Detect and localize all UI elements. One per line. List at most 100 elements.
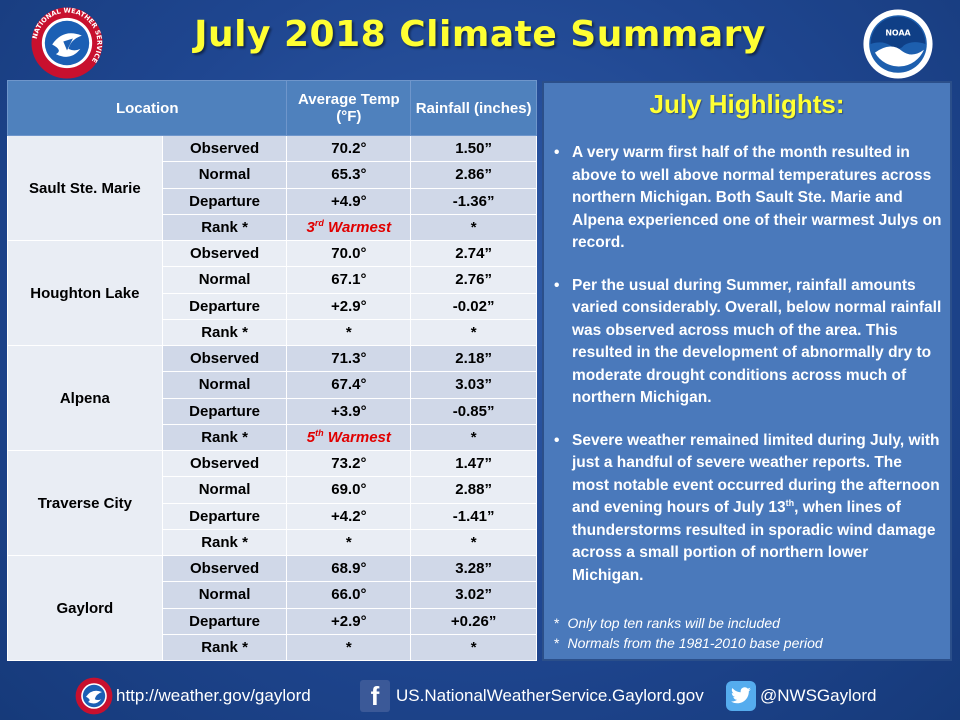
location-name: Sault Ste. Marie (8, 136, 163, 241)
website-link[interactable]: http://weather.gov/gaylord (72, 676, 311, 716)
row-label: Observed (162, 346, 287, 372)
rain-cell: 2.88” (411, 477, 537, 503)
location-name: Traverse City (8, 451, 163, 556)
rain-cell: -0.02” (411, 293, 537, 319)
temp-cell: +3.9° (287, 398, 411, 424)
highlight-item: Per the usual during Summer, rainfall am… (544, 275, 950, 410)
row-label: Rank * (162, 529, 287, 555)
row-label: Normal (162, 372, 287, 398)
rank-number: 5 (307, 429, 315, 446)
asterisk: * (554, 635, 559, 651)
row-label: Observed (162, 136, 287, 162)
location-name: Houghton Lake (8, 241, 163, 346)
table-row: Traverse City Observed 73.2° 1.47” (8, 451, 537, 477)
row-label: Rank * (162, 319, 287, 345)
row-label: Normal (162, 477, 287, 503)
location-name: Gaylord (8, 556, 163, 661)
row-label: Departure (162, 188, 287, 214)
rain-cell: * (411, 214, 537, 240)
temp-cell: * (287, 319, 411, 345)
rain-cell: 1.47” (411, 451, 537, 477)
rain-cell: -1.36” (411, 188, 537, 214)
footnote-text: Normals from the 1981-2010 base period (567, 635, 822, 651)
footer: http://weather.gov/gaylord f US.National… (0, 676, 960, 716)
row-label: Departure (162, 293, 287, 319)
asterisk: * (554, 615, 559, 631)
table-row: Gaylord Observed 68.9° 3.28” (8, 556, 537, 582)
temp-cell: 65.3° (287, 162, 411, 188)
row-label: Normal (162, 162, 287, 188)
footnote: * Normals from the 1981-2010 base period (554, 633, 823, 653)
rain-cell: -1.41” (411, 503, 537, 529)
temp-cell: +4.9° (287, 188, 411, 214)
rain-cell: 2.76” (411, 267, 537, 293)
twitter-link[interactable]: @NWSGaylord (726, 676, 876, 716)
rain-cell: * (411, 424, 537, 450)
rank-text: Warmest (324, 219, 391, 236)
temp-cell: +2.9° (287, 608, 411, 634)
row-label: Rank * (162, 214, 287, 240)
header-rainfall: Rainfall (inches) (411, 81, 537, 136)
row-label: Rank * (162, 424, 287, 450)
rank-cell: 3rd Warmest (287, 214, 411, 240)
temp-cell: 73.2° (287, 451, 411, 477)
temp-cell: 67.1° (287, 267, 411, 293)
date-suffix: th (786, 498, 795, 508)
row-label: Rank * (162, 634, 287, 660)
website-text: http://weather.gov/gaylord (116, 686, 311, 706)
temp-cell: * (287, 529, 411, 555)
highlights-title: July Highlights: (544, 89, 950, 120)
table-row: Sault Ste. Marie Observed 70.2° 1.50” (8, 136, 537, 162)
twitter-icon (726, 681, 756, 711)
temp-cell: 70.2° (287, 136, 411, 162)
rain-cell: -0.85” (411, 398, 537, 424)
location-name: Alpena (8, 346, 163, 451)
row-label: Observed (162, 451, 287, 477)
temp-cell: 67.4° (287, 372, 411, 398)
rank-suffix: th (315, 428, 324, 438)
rain-cell: 3.03” (411, 372, 537, 398)
rain-cell: * (411, 319, 537, 345)
highlight-item: A very warm first half of the month resu… (544, 142, 950, 255)
footnote: * Only top ten ranks will be included (554, 613, 823, 633)
temp-cell: 70.0° (287, 241, 411, 267)
rain-cell: 1.50” (411, 136, 537, 162)
highlights-list: A very warm first half of the month resu… (544, 142, 950, 587)
rain-cell: +0.26” (411, 608, 537, 634)
table-row: Alpena Observed 71.3° 2.18” (8, 346, 537, 372)
rain-cell: 2.86” (411, 162, 537, 188)
header-avg-temp: Average Temp (°F) (287, 81, 411, 136)
facebook-icon: f (360, 680, 390, 712)
twitter-text: @NWSGaylord (760, 686, 876, 706)
table-header-row: Location Average Temp (°F) Rainfall (inc… (8, 81, 537, 136)
rain-cell: * (411, 529, 537, 555)
rain-cell: 3.28” (411, 556, 537, 582)
row-label: Departure (162, 608, 287, 634)
temp-cell: 71.3° (287, 346, 411, 372)
facebook-text: US.NationalWeatherService.Gaylord.gov (396, 686, 704, 706)
nws-small-logo-icon (72, 676, 116, 716)
temp-cell: 69.0° (287, 477, 411, 503)
row-label: Normal (162, 582, 287, 608)
row-label: Departure (162, 503, 287, 529)
rank-suffix: rd (315, 218, 324, 228)
temp-cell: 66.0° (287, 582, 411, 608)
rank-text: Warmest (324, 429, 391, 446)
highlight-item: Severe weather remained limited during J… (544, 430, 950, 588)
table-row: Houghton Lake Observed 70.0° 2.74” (8, 241, 537, 267)
page-title: July 2018 Climate Summary (0, 14, 960, 55)
temp-cell: * (287, 634, 411, 660)
row-label: Observed (162, 556, 287, 582)
temp-cell: +4.2° (287, 503, 411, 529)
row-label: Normal (162, 267, 287, 293)
rain-cell: * (411, 634, 537, 660)
facebook-link[interactable]: f US.NationalWeatherService.Gaylord.gov (360, 676, 704, 716)
footnote-text: Only top ten ranks will be included (567, 615, 779, 631)
temp-cell: 68.9° (287, 556, 411, 582)
rain-cell: 2.18” (411, 346, 537, 372)
rain-cell: 3.02” (411, 582, 537, 608)
climate-table: Location Average Temp (°F) Rainfall (inc… (7, 80, 537, 661)
rain-cell: 2.74” (411, 241, 537, 267)
rank-cell: 5th Warmest (287, 424, 411, 450)
row-label: Observed (162, 241, 287, 267)
